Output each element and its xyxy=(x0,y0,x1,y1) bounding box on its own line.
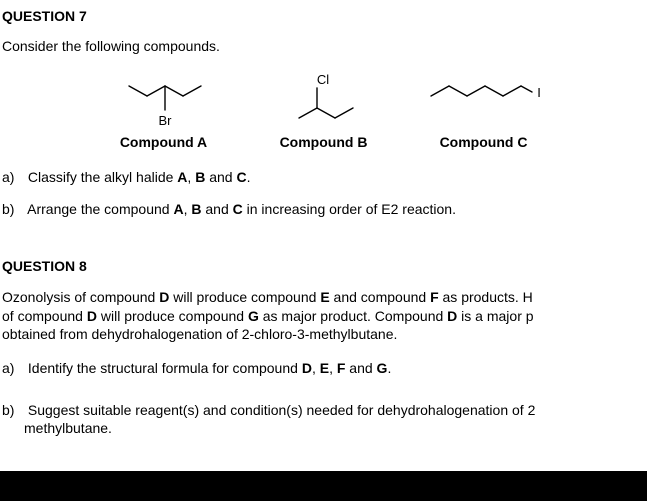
compound-c: I Compound C xyxy=(419,72,549,150)
document-page: QUESTION 7 Consider the following compou… xyxy=(0,0,647,471)
q8-heading: QUESTION 8 xyxy=(0,258,647,274)
q8b-marker: b) xyxy=(2,401,24,419)
q7a-marker: a) xyxy=(2,168,24,186)
compound-a-label: Compound A xyxy=(99,134,229,150)
q7-part-a: a) Classify the alkyl halide A, B and C. xyxy=(0,168,647,186)
q8-part-a: a) Identify the structural formula for c… xyxy=(0,359,647,377)
q7-intro: Consider the following compounds. xyxy=(0,38,647,54)
q7-heading: QUESTION 7 xyxy=(0,8,647,24)
compound-a: Br Compound A xyxy=(99,72,229,150)
compounds-row: Br Compound A Cl Compound B xyxy=(0,72,647,150)
q8a-marker: a) xyxy=(2,359,24,377)
compound-b: Cl Compound B xyxy=(259,72,389,150)
i-label: I xyxy=(537,85,541,100)
q7b-marker: b) xyxy=(2,200,24,218)
q7-part-b: b) Arrange the compound A, B and C in in… xyxy=(0,200,647,218)
cl-label: Cl xyxy=(316,72,328,87)
compound-c-label: Compound C xyxy=(419,134,549,150)
compound-b-label: Compound B xyxy=(259,134,389,150)
q8-part-b: b) Suggest suitable reagent(s) and condi… xyxy=(0,401,647,437)
compound-b-structure: Cl xyxy=(269,72,379,132)
br-label: Br xyxy=(158,113,172,128)
q8-intro: Ozonolysis of compound D will produce co… xyxy=(0,288,647,343)
compound-c-structure: I xyxy=(419,72,549,132)
compound-a-structure: Br xyxy=(109,72,219,132)
